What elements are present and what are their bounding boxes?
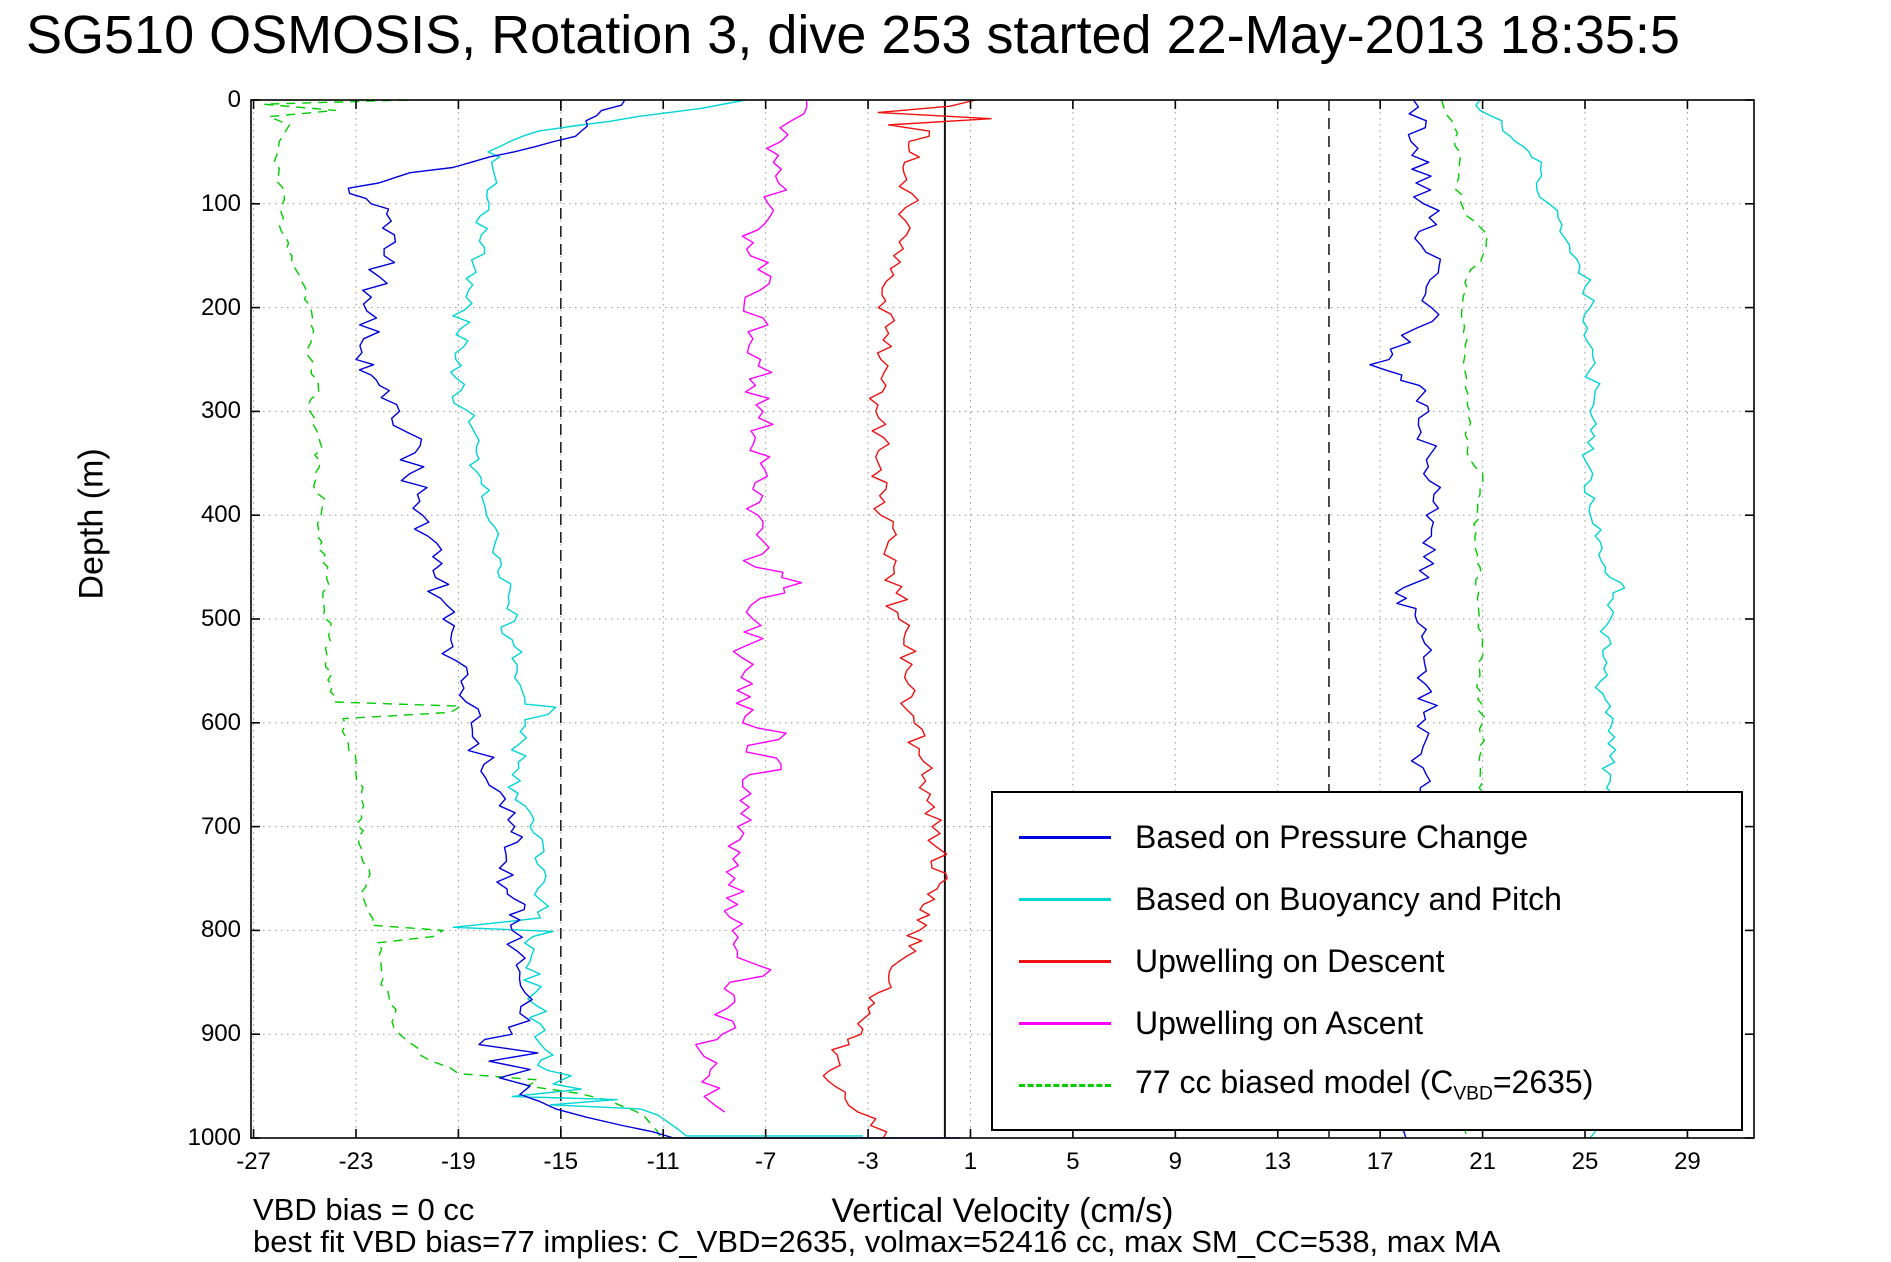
chart-title: SG510 OSMOSIS, Rotation 3, dive 253 star… xyxy=(26,5,1680,65)
x-tick-label: -7 xyxy=(754,1148,777,1175)
series-77-cc-biased-model-descent xyxy=(263,99,662,1139)
x-tick-label: 13 xyxy=(1264,1148,1292,1175)
x-tick-label: 21 xyxy=(1469,1148,1496,1175)
x-tick-label: 17 xyxy=(1366,1148,1394,1175)
series-pressure-change-descent xyxy=(347,99,961,1139)
legend-row: Upwelling on Ascent xyxy=(993,992,1741,1054)
legend: Based on Pressure Change Based on Buoyan… xyxy=(991,791,1743,1131)
legend-row: Based on Pressure Change xyxy=(993,806,1741,868)
best-fit-note: best fit VBD bias=77 implies: C_VBD=2635… xyxy=(253,1224,1501,1259)
series-buoyancy-pitch-descent xyxy=(450,99,863,1137)
legend-row: Based on Buoyancy and Pitch xyxy=(993,868,1741,930)
x-tick-label: -11 xyxy=(646,1148,680,1175)
x-tick-label: -3 xyxy=(857,1148,879,1175)
legend-line-upwelling-ascent xyxy=(1019,1021,1111,1025)
x-tick-label: -23 xyxy=(338,1148,374,1175)
legend-label: Upwelling on Ascent xyxy=(1135,1004,1424,1041)
y-tick-label: 200 xyxy=(200,293,241,321)
legend-line-pressure-change xyxy=(1019,835,1111,839)
x-tick-label: -19 xyxy=(441,1148,476,1175)
x-axis-label: Vertical Velocity (cm/s) xyxy=(831,1192,1174,1230)
x-tick-label: 25 xyxy=(1571,1148,1599,1175)
y-axis-label: Depth (m) xyxy=(72,448,111,600)
legend-row: 77 cc biased model (CVBD=2635) xyxy=(993,1054,1741,1116)
x-tick-label: 9 xyxy=(1168,1148,1183,1175)
legend-label: Upwelling on Descent xyxy=(1135,942,1445,979)
legend-line-upwelling-descent xyxy=(1019,959,1111,963)
legend-label: Based on Pressure Change xyxy=(1135,818,1529,855)
y-tick-label: 100 xyxy=(200,189,241,217)
x-tick-label: -27 xyxy=(236,1148,271,1175)
y-tick-label: 1000 xyxy=(187,1124,241,1151)
legend-row: Upwelling on Descent xyxy=(993,930,1741,992)
legend-line-biased-model xyxy=(1019,1083,1111,1087)
y-tick-label: 600 xyxy=(200,708,241,736)
y-tick-label: 800 xyxy=(200,916,241,944)
y-tick-label: 300 xyxy=(200,397,241,425)
series-77-cc-biased-model-ascent xyxy=(1440,99,1489,1139)
y-tick-label: 700 xyxy=(200,812,241,840)
vbd-bias-note: VBD bias = 0 cc xyxy=(253,1192,475,1227)
x-tick-label: -15 xyxy=(543,1148,579,1175)
y-tick-label: 500 xyxy=(200,605,241,632)
y-tick-label: 400 xyxy=(200,501,241,529)
y-tick-label: 0 xyxy=(227,86,241,113)
legend-label: 77 cc biased model (CVBD=2635) xyxy=(1135,1064,1594,1105)
x-tick-label: 5 xyxy=(1066,1148,1080,1175)
x-tick-label: 1 xyxy=(963,1148,978,1175)
x-tick-label: 29 xyxy=(1674,1148,1701,1175)
series-upwelling-descent xyxy=(822,99,992,1139)
series-upwelling-ascent xyxy=(695,99,808,1113)
y-tick-label: 900 xyxy=(200,1020,241,1048)
legend-label: Based on Buoyancy and Pitch xyxy=(1135,880,1562,917)
legend-line-buoyancy-pitch xyxy=(1019,897,1111,901)
